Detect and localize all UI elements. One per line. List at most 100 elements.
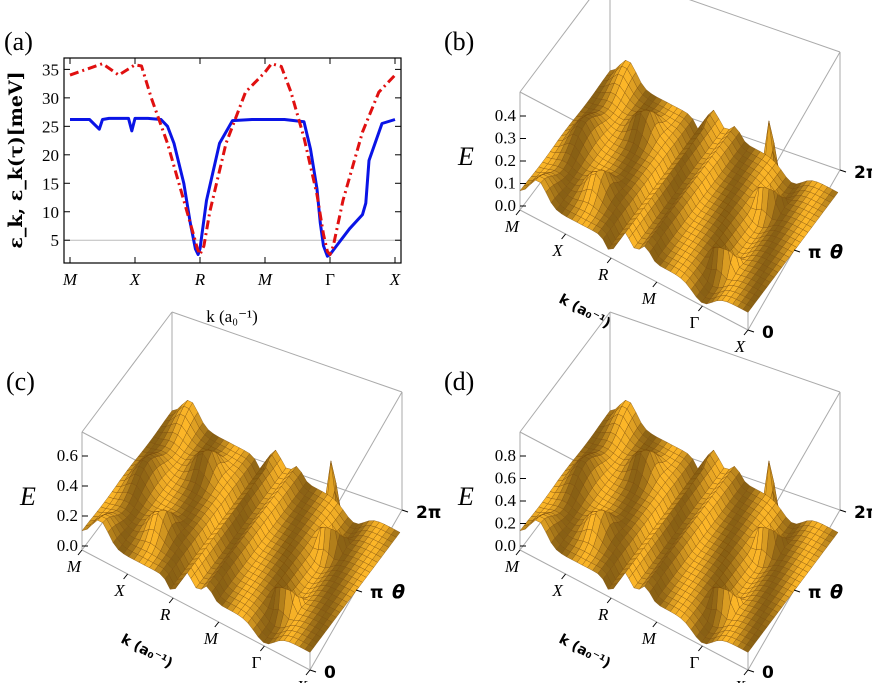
box-edge bbox=[171, 311, 403, 393]
k-tick-mark bbox=[515, 209, 521, 216]
k-tick-label: M bbox=[641, 289, 657, 308]
y-tick-label: 25 bbox=[42, 117, 59, 136]
theta-axis-label: θ bbox=[830, 581, 843, 603]
surface-facet bbox=[519, 184, 530, 192]
k-axis-label: k (a₀⁻¹) bbox=[556, 291, 613, 331]
theta-axis: 0 π 2π θ bbox=[747, 163, 872, 343]
z-tick-label: 0.0 bbox=[495, 196, 516, 215]
z-axis: 0.0 0.2 0.4 0.6 0.8 E bbox=[457, 446, 526, 555]
theta-tick-mark bbox=[747, 669, 755, 673]
y-tick-label: 30 bbox=[42, 89, 59, 108]
box-edge bbox=[81, 311, 173, 433]
k-tick-mark bbox=[561, 233, 566, 240]
k-tick-label: M bbox=[504, 557, 520, 576]
z-tick-label: 0.0 bbox=[57, 536, 78, 555]
box-edge bbox=[688, 0, 841, 53]
box-edge bbox=[519, 311, 611, 433]
z-axis: 0.0 0.1 0.2 0.3 0.4 E bbox=[457, 106, 526, 215]
k-tick-label: Γ bbox=[689, 313, 699, 332]
k-tick-mark bbox=[652, 281, 658, 288]
k-tick-label: X bbox=[734, 337, 746, 356]
k-tick-mark bbox=[606, 257, 612, 264]
theta-tick-label: π bbox=[808, 243, 821, 263]
panel-label-d: (d) bbox=[444, 367, 474, 396]
panel-a: (a) 5 10 15 20 25 30 35 M X R M Γ X ε_k, ε_k(τ)[meV]… bbox=[4, 27, 402, 326]
box-edge bbox=[81, 549, 311, 671]
x-tick-label: Γ bbox=[325, 270, 335, 289]
k-tick-label: R bbox=[597, 265, 609, 284]
theta-tick-mark bbox=[793, 249, 801, 253]
theta-tick-mark bbox=[793, 589, 801, 593]
panel-c: (c) 0.0 0.2 0.4 0.6 E M X R M Γ Xk (a₀⁻¹) 0 π 2π θ bbox=[6, 311, 441, 683]
x-tick-label: M bbox=[257, 270, 273, 289]
panel-label-c: (c) bbox=[6, 367, 35, 396]
plot-frame-a bbox=[63, 57, 402, 264]
theta-tick-label: 0 bbox=[762, 323, 774, 343]
z-tick-label: 0.3 bbox=[495, 129, 516, 148]
x-tick-label: R bbox=[194, 270, 206, 289]
k-tick-mark bbox=[260, 645, 265, 652]
series-line-eps-tau bbox=[69, 62, 397, 256]
theta-tick-mark bbox=[839, 509, 847, 513]
k-tick-label: R bbox=[159, 605, 171, 624]
y-axis-label: ε_k, ε_k(τ)[meV] bbox=[5, 71, 27, 248]
theta-tick-mark bbox=[747, 329, 755, 333]
x-tick-label: M bbox=[62, 270, 78, 289]
k-tick-mark bbox=[123, 573, 128, 580]
k-tick-label: X bbox=[296, 677, 308, 683]
theta-axis: 0 π 2π θ bbox=[747, 503, 872, 683]
k-tick-mark bbox=[77, 549, 83, 556]
k-tick-mark bbox=[515, 549, 521, 556]
surface-facet bbox=[81, 524, 92, 532]
x-tick-label: X bbox=[129, 270, 141, 289]
k-axis-label: k (a₀⁻¹) bbox=[556, 631, 613, 671]
theta-tick-mark bbox=[355, 589, 363, 593]
y-tick-label: 5 bbox=[51, 231, 60, 250]
series-line-eps bbox=[70, 116, 396, 258]
theta-tick-label: π bbox=[370, 583, 383, 603]
z-tick-label: 0.4 bbox=[57, 476, 79, 495]
y-tick-label: 10 bbox=[42, 203, 59, 222]
theta-axis-label: θ bbox=[392, 581, 405, 603]
z-tick-label: 0.2 bbox=[495, 514, 516, 533]
z-axis: 0.0 0.2 0.4 0.6 E bbox=[19, 446, 88, 555]
z-tick-label: 0.4 bbox=[495, 106, 517, 125]
panel-label-b: (b) bbox=[444, 27, 474, 56]
box-edge bbox=[519, 0, 590, 93]
z-tick-label: 0.6 bbox=[57, 446, 78, 465]
k-axis-label: k (a₀⁻¹) bbox=[118, 631, 175, 671]
panel-d: (d) 0.0 0.2 0.4 0.6 0.8 E M X R M Γ Xk (a₀⁻¹) 0 π 2π θ bbox=[444, 311, 872, 683]
k-tick-label: X bbox=[113, 581, 125, 600]
energy-surface bbox=[519, 59, 839, 313]
y-tick-label: 35 bbox=[42, 60, 59, 79]
z-tick-label: 0.8 bbox=[495, 446, 516, 465]
theta-tick-label: 2π bbox=[416, 503, 441, 523]
k-tick-mark bbox=[698, 305, 703, 312]
theta-axis: 0 π 2π θ bbox=[309, 503, 441, 683]
k-tick-mark bbox=[743, 669, 749, 676]
theta-tick-label: 0 bbox=[324, 663, 336, 683]
energy-surface bbox=[519, 399, 839, 653]
theta-tick-mark bbox=[839, 169, 847, 173]
z-axis-label: E bbox=[457, 482, 474, 511]
k-tick-mark bbox=[561, 573, 566, 580]
surface-panels: (b) 0.0 0.1 0.2 0.3 0.4 E M X R M Γ Xk (a₀⁻¹) 0 π 2π θ (c… bbox=[6, 0, 872, 683]
theta-tick-label: π bbox=[808, 583, 821, 603]
y-tick-label: 15 bbox=[42, 174, 59, 193]
box-edge bbox=[609, 311, 841, 393]
energy-surface bbox=[81, 399, 401, 653]
theta-tick-mark bbox=[309, 669, 317, 673]
tick-group-a: 5 10 15 20 25 30 35 M X R M Γ X bbox=[42, 58, 401, 289]
theta-tick-label: 2π bbox=[854, 163, 872, 183]
k-tick-label: Γ bbox=[689, 653, 699, 672]
k-tick-label: M bbox=[66, 557, 82, 576]
k-tick-label: X bbox=[551, 581, 563, 600]
z-tick-label: 0.1 bbox=[495, 174, 516, 193]
z-tick-label: 0.4 bbox=[495, 491, 517, 510]
k-tick-label: R bbox=[597, 605, 609, 624]
z-tick-label: 0.2 bbox=[57, 506, 78, 525]
k-tick-mark bbox=[305, 669, 311, 676]
z-axis-label: E bbox=[19, 482, 36, 511]
k-tick-label: X bbox=[551, 241, 563, 260]
